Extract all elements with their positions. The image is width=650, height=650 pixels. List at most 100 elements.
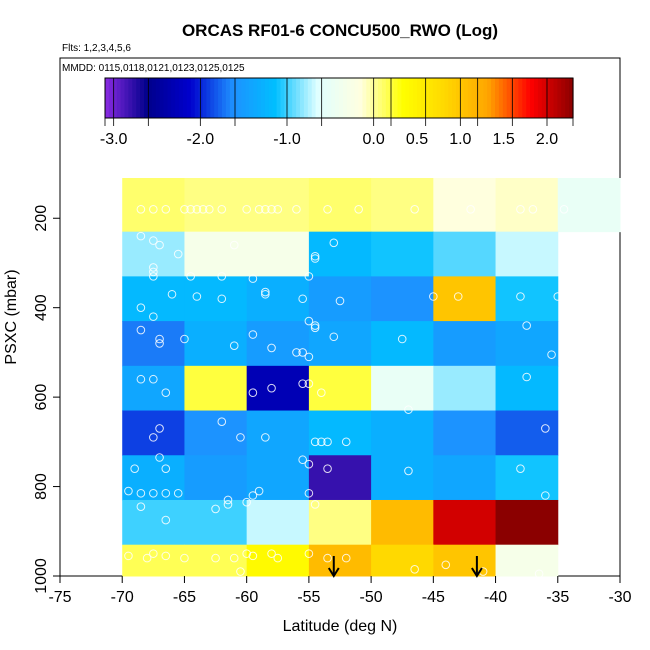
colorbar-swatch [327, 78, 332, 118]
colorbar-swatch [105, 78, 110, 118]
colorbar-swatch [186, 78, 192, 118]
data-point [223, 500, 233, 509]
data-point [217, 417, 227, 427]
colorbar-swatch [233, 78, 239, 118]
data-point [354, 205, 363, 214]
heatmap-cell [246, 321, 310, 367]
heatmap-cell [122, 365, 185, 412]
data-point [236, 567, 245, 576]
data-point [136, 205, 146, 214]
data-point [397, 334, 407, 344]
data-point [298, 294, 307, 304]
data-point [304, 272, 314, 281]
heatmap-cell [308, 455, 372, 501]
data-point [429, 292, 438, 301]
data-point [124, 551, 133, 561]
colorbar-swatch [307, 78, 313, 118]
heatmap-cell [246, 455, 310, 501]
data-points [124, 205, 569, 579]
colorbar-swatch [346, 78, 352, 118]
colorbar-swatch [292, 78, 297, 118]
heatmap-cell [495, 410, 559, 456]
heatmap-cell [184, 499, 248, 546]
data-point [242, 549, 251, 558]
x-tick-label: -40 [484, 589, 507, 606]
x-tick-label: -45 [422, 589, 445, 606]
heatmap-cell [433, 178, 497, 233]
colorbar-swatch [479, 78, 484, 118]
data-point [136, 325, 146, 335]
heatmap-cell [495, 231, 559, 277]
data-point [192, 292, 202, 301]
heatmap-cell [246, 231, 310, 277]
colorbar-swatch [385, 78, 391, 118]
data-point [310, 323, 320, 333]
y-tick-label: 600 [33, 384, 50, 411]
data-point [124, 486, 133, 496]
colorbar-swatch [261, 78, 266, 118]
colorbar-swatch [424, 78, 430, 118]
data-point [310, 321, 320, 330]
colorbar-swatch [417, 78, 422, 118]
heatmap-cell [371, 499, 434, 546]
colorbar-swatch [459, 78, 465, 118]
data-point [254, 486, 264, 496]
data-point [248, 551, 258, 561]
colorbar-swatch [147, 78, 153, 118]
heatmap-cell [371, 544, 434, 577]
colorbar-tick-label: -1.0 [273, 131, 301, 148]
heatmap-cell [308, 544, 372, 577]
colorbar-swatch [506, 78, 512, 118]
data-point [522, 321, 531, 330]
data-point [310, 251, 320, 261]
data-point [410, 205, 419, 214]
arrow-head [327, 567, 340, 578]
colorbar-swatch [144, 78, 149, 118]
data-point [261, 433, 270, 442]
colorbar-swatch [541, 78, 547, 118]
heatmap-cell [433, 410, 497, 456]
heatmap-cell [433, 499, 497, 546]
data-point [329, 332, 339, 342]
colorbar-swatch [405, 78, 410, 118]
colorbar-swatch [151, 78, 157, 118]
heatmap-cell [308, 499, 372, 546]
colorbar-swatch [116, 78, 122, 118]
colorbar-swatch [237, 78, 243, 118]
colorbar-swatch [268, 78, 274, 118]
colorbar-swatch [288, 78, 293, 118]
colorbar-swatch [206, 78, 211, 118]
data-point [205, 205, 214, 214]
data-point [310, 437, 320, 447]
colorbar-swatch [300, 78, 305, 118]
data-point [161, 388, 171, 397]
data-point [304, 549, 314, 558]
data-point [273, 553, 283, 563]
heatmap-cell [371, 455, 434, 501]
colorbar: -3.0 -2.0 -1.0 0.0 0.5 1.0 1.5 2.0 [100, 77, 574, 148]
data-point [180, 205, 189, 214]
heatmap-cell [184, 178, 248, 233]
data-point [186, 272, 195, 281]
data-point [229, 240, 239, 250]
heatmap-cell [433, 544, 497, 577]
x-tick-label: -50 [360, 589, 383, 606]
data-point [404, 466, 413, 476]
colorbar-swatch [518, 78, 523, 118]
colorbar-swatch [155, 78, 161, 118]
data-point [298, 348, 307, 357]
y-axis-label: PSXC (mbar) [3, 269, 20, 364]
heatmap-cell [433, 231, 497, 277]
heatmap-cell [308, 276, 372, 322]
x-axis-label: Latitude (deg N) [283, 618, 398, 635]
heatmap-cell [495, 499, 559, 546]
heatmap-cell [246, 499, 310, 546]
chart-title: ORCAS RF01-6 CONCU500_RWO (Log) [182, 21, 498, 40]
data-point [149, 272, 158, 281]
heatmap-cell [433, 276, 497, 322]
data-point [273, 205, 283, 214]
x-tick-label: -60 [235, 589, 258, 606]
data-point [229, 341, 239, 350]
data-point [167, 289, 177, 299]
colorbar-swatch [526, 78, 531, 118]
